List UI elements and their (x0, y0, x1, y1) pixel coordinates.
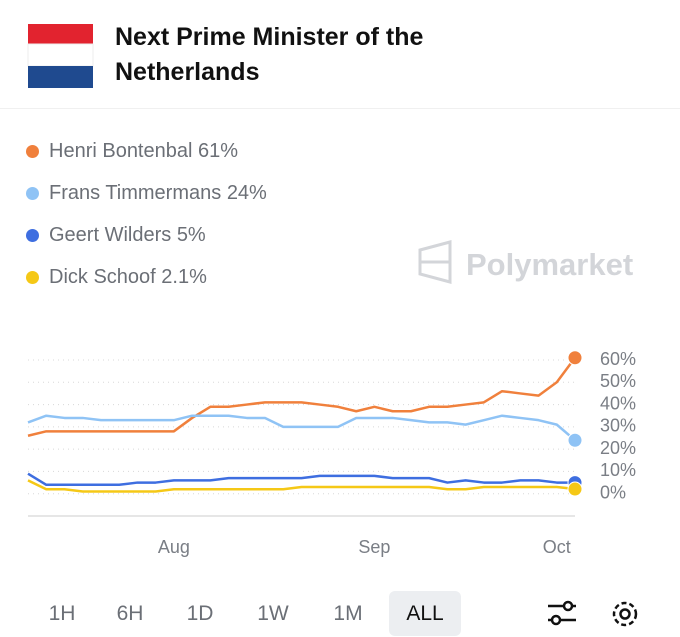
legend-item: Henri Bontenbal 61% (26, 140, 238, 163)
legend-name: Geert Wilders (49, 224, 172, 246)
flag-red (28, 24, 93, 44)
legend-dot (26, 187, 39, 200)
x-tick-label: Aug (158, 537, 190, 557)
watermark-icon (418, 240, 452, 284)
y-tick-label: 10% (600, 460, 636, 480)
series-line (27, 472, 575, 487)
x-tick-label: Sep (358, 537, 390, 557)
legend-value: 2.1% (161, 266, 207, 288)
legend-dot (26, 271, 39, 284)
legend-name: Frans Timmermans (49, 182, 222, 204)
timeframe-button[interactable]: 1M (333, 601, 363, 625)
legend-value: 24% (226, 182, 267, 204)
y-tick-label: 30% (600, 416, 636, 436)
series-line (27, 357, 577, 437)
legend-item: Frans Timmermans 24% (26, 182, 267, 205)
y-tick-label: 50% (600, 371, 636, 391)
timeframe-button[interactable]: 1W (257, 601, 289, 625)
timeframe-button[interactable]: 6H (116, 601, 144, 625)
watermark: Polymarket (466, 247, 634, 282)
legend-item: Dick Schoof 2.1% (26, 266, 207, 289)
flag-white (27, 43, 94, 67)
settings-icon[interactable] (612, 601, 638, 627)
flag-blue (28, 66, 93, 88)
y-tick-label: 20% (600, 438, 636, 458)
legend-item: Geert Wilders 5% (26, 224, 206, 247)
end-dot (567, 432, 583, 448)
filter-icon[interactable] (548, 600, 576, 626)
y-tick-label: 60% (600, 349, 636, 369)
series-line (27, 479, 576, 493)
legend-dot (26, 229, 39, 242)
end-dot (567, 481, 583, 497)
legend-value: 61% (198, 140, 239, 162)
series-line (27, 414, 576, 442)
timeframe-button[interactable]: ALL (389, 591, 461, 636)
y-tick-label: 40% (600, 393, 636, 413)
separator (0, 108, 680, 109)
y-tick-label: 0% (600, 482, 626, 502)
end-dot (567, 350, 583, 366)
legend-value: 5% (176, 224, 206, 246)
timeframe-button[interactable]: 1D (186, 601, 214, 625)
legend-dot (26, 145, 39, 158)
title: Next Prime Minister of the Netherlands (115, 23, 424, 86)
legend-name: Dick Schoof (49, 266, 156, 288)
x-tick-label: Oct (543, 537, 571, 557)
legend-name: Henri Bontenbal (49, 140, 193, 162)
timeframe-button[interactable]: 1H (48, 601, 76, 625)
